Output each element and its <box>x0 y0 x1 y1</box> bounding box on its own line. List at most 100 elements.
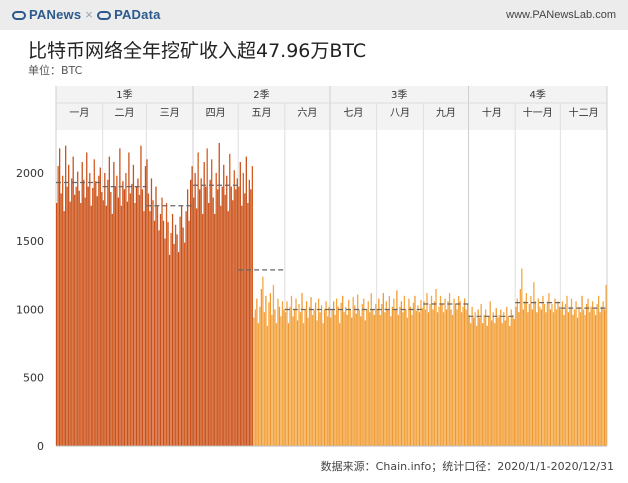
daily-bar <box>256 298 258 446</box>
daily-bar <box>477 309 479 446</box>
daily-bar <box>325 301 327 446</box>
daily-bar <box>224 194 226 446</box>
daily-bar <box>263 312 266 446</box>
daily-bar <box>510 309 512 446</box>
daily-bar <box>134 202 136 446</box>
daily-bar <box>260 289 263 446</box>
daily-bar <box>587 298 589 446</box>
daily-bar <box>265 295 267 446</box>
daily-bar <box>138 194 141 446</box>
daily-bar <box>406 317 409 446</box>
daily-bar <box>509 325 511 446</box>
daily-bar <box>214 213 216 446</box>
daily-bar <box>177 252 180 446</box>
daily-bar <box>599 312 601 446</box>
daily-bar <box>117 197 119 446</box>
daily-bar <box>551 304 553 446</box>
daily-bar <box>102 200 104 446</box>
daily-bar <box>557 301 559 446</box>
site-url[interactable]: www.PANewsLab.com <box>506 9 616 21</box>
daily-bar <box>59 148 61 446</box>
daily-bar <box>476 325 478 446</box>
daily-bar <box>129 193 132 446</box>
daily-bar <box>396 290 398 446</box>
daily-bar <box>149 211 151 446</box>
daily-bar <box>564 304 567 446</box>
brand-separator: × <box>85 7 94 22</box>
daily-bar <box>492 312 494 446</box>
daily-bar <box>113 162 115 446</box>
daily-bar <box>111 213 113 446</box>
daily-bar <box>196 208 198 446</box>
month-label: 十月 <box>482 106 502 119</box>
daily-bar <box>594 314 597 446</box>
daily-bar <box>450 309 452 446</box>
daily-bar <box>576 317 579 446</box>
daily-bar <box>385 301 387 446</box>
daily-bar <box>417 305 419 446</box>
y-tick-label: 500 <box>23 372 44 385</box>
daily-bar <box>570 298 573 446</box>
daily-bar <box>220 205 222 446</box>
daily-bar <box>546 301 549 446</box>
daily-bar <box>114 186 116 447</box>
daily-bar <box>376 309 378 446</box>
daily-bar <box>436 312 439 446</box>
daily-bar <box>319 312 321 446</box>
daily-bar <box>331 309 333 446</box>
daily-bar <box>147 193 150 446</box>
daily-bar <box>518 312 520 446</box>
daily-bar <box>379 314 381 446</box>
data-source-note: 数据来源：Chain.info；统计口径：2020/1/1-2020/12/31 <box>320 460 614 473</box>
daily-bar <box>262 276 264 446</box>
daily-bar <box>421 308 424 446</box>
daily-bar <box>308 306 311 446</box>
daily-bar <box>120 205 123 446</box>
daily-bar <box>414 295 416 446</box>
quarter-label: 4季 <box>530 89 546 101</box>
daily-bar <box>542 295 544 446</box>
daily-bar <box>349 309 351 446</box>
daily-bar <box>337 306 339 446</box>
daily-bar <box>448 293 451 446</box>
daily-bar <box>131 183 133 446</box>
daily-bar <box>441 304 443 446</box>
daily-bar <box>552 312 555 446</box>
y-tick-label: 0 <box>37 440 44 453</box>
y-tick-label: 1500 <box>16 235 44 248</box>
daily-bar <box>501 323 503 446</box>
daily-bar <box>269 293 272 446</box>
daily-bar <box>183 242 186 446</box>
daily-bar <box>93 159 95 447</box>
daily-bar <box>463 298 466 446</box>
daily-bar <box>185 211 187 446</box>
daily-bar <box>521 268 523 446</box>
daily-bar <box>447 301 449 446</box>
daily-bar <box>289 306 291 446</box>
daily-bar <box>65 145 67 446</box>
daily-bar <box>156 205 159 446</box>
daily-bar <box>266 325 269 446</box>
daily-bar <box>63 211 65 446</box>
daily-bar <box>503 312 505 446</box>
daily-bar <box>247 202 249 446</box>
daily-bar <box>348 299 350 446</box>
daily-bar <box>171 213 174 446</box>
daily-bar <box>513 319 515 446</box>
daily-bar <box>153 220 156 446</box>
daily-bar <box>108 156 110 446</box>
daily-bar <box>311 314 314 446</box>
daily-bar <box>62 175 64 446</box>
daily-bar <box>239 162 241 446</box>
daily-bar <box>307 317 309 446</box>
daily-bar <box>432 309 434 446</box>
daily-bar <box>217 189 219 446</box>
daily-bar <box>489 301 491 446</box>
daily-bar <box>486 325 488 446</box>
daily-bar <box>275 323 278 446</box>
daily-bar <box>226 175 228 446</box>
daily-bar <box>384 312 386 446</box>
daily-bar <box>412 302 415 446</box>
daily-bar <box>343 312 345 446</box>
daily-bar <box>352 297 354 446</box>
